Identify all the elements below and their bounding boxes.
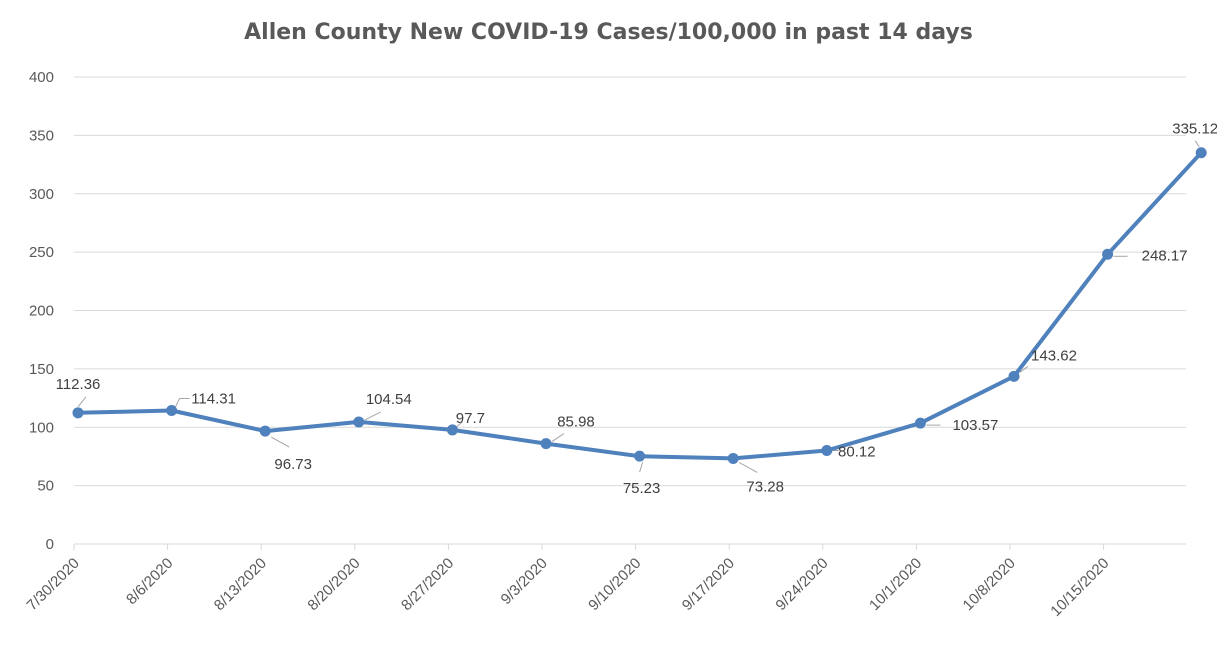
data-point [634, 450, 646, 462]
y-tick-label: 350 [29, 127, 54, 144]
y-tick-label: 150 [29, 361, 54, 378]
data-label: 85.98 [557, 414, 595, 431]
x-tick-label: 10/15/2020 [1047, 555, 1112, 620]
data-point [1195, 147, 1207, 159]
data-point [166, 405, 178, 417]
data-label: 335.12 [1172, 121, 1217, 138]
x-tick-label: 7/30/2020 [24, 555, 83, 614]
label-leader-line [639, 462, 644, 473]
data-label: 114.31 [191, 391, 236, 408]
y-tick-label: 400 [29, 69, 54, 86]
data-point [1008, 370, 1020, 382]
data-point [1102, 248, 1114, 260]
label-leader-line [77, 396, 87, 408]
data-point [914, 417, 926, 429]
data-label: 104.54 [366, 391, 412, 408]
y-tick-label: 200 [29, 303, 54, 320]
label-leader-line [270, 436, 290, 448]
label-leader-line [175, 398, 190, 407]
label-leader-lines [77, 140, 1200, 473]
chart-title: Allen County New COVID-19 Cases/100,000 … [244, 20, 973, 45]
data-label: 80.12 [838, 443, 876, 460]
y-tick-label: 100 [29, 419, 54, 436]
data-label: 97.7 [456, 410, 485, 427]
x-tick-label: 9/17/2020 [679, 555, 738, 614]
x-tick-label: 10/1/2020 [866, 555, 925, 614]
label-leader-line [738, 461, 758, 473]
data-label: 73.28 [746, 478, 784, 495]
y-tick-label: 300 [29, 186, 54, 203]
data-point [72, 407, 84, 419]
data-point [821, 444, 833, 456]
data-point [540, 438, 552, 450]
data-label: 96.73 [274, 456, 312, 473]
x-tick-label: 8/27/2020 [398, 555, 457, 614]
label-leader-line [456, 421, 463, 428]
label-leader-line [1019, 365, 1029, 373]
y-tick-label: 250 [29, 244, 54, 261]
data-label: 143.62 [1031, 347, 1077, 364]
label-leader-line [1194, 140, 1200, 147]
x-tick-label: 8/13/2020 [211, 555, 270, 614]
data-point [446, 424, 458, 436]
x-tick-label: 9/10/2020 [585, 555, 644, 614]
x-tick-label: 9/3/2020 [498, 555, 551, 608]
data-point [259, 425, 271, 437]
x-tick-label: 8/6/2020 [123, 555, 176, 608]
series [72, 147, 1207, 464]
y-tick-label: 50 [37, 478, 54, 495]
data-labels: 112.36 114.31 96.73 104.54 97.7 85.98 75.23 73.… [56, 121, 1217, 497]
data-label: 103.57 [952, 417, 998, 434]
label-leader-line [364, 411, 382, 421]
data-label: 248.17 [1142, 247, 1188, 264]
data-point [353, 416, 365, 428]
x-tick-label: 9/24/2020 [772, 555, 831, 614]
x-tick-label: 8/20/2020 [304, 555, 363, 614]
data-point [727, 452, 739, 464]
data-label: 75.23 [623, 480, 661, 497]
gridlines [74, 76, 1186, 487]
y-tick-label: 0 [46, 536, 54, 553]
data-label: 112.36 [56, 376, 101, 393]
x-tick-label: 10/8/2020 [960, 555, 1019, 614]
series-line [76, 150, 1204, 461]
label-leader-line [551, 433, 565, 443]
axes: 0 50 100 150 200 250 300 350 400 7/30/2020 8/6/202… [24, 69, 1186, 620]
